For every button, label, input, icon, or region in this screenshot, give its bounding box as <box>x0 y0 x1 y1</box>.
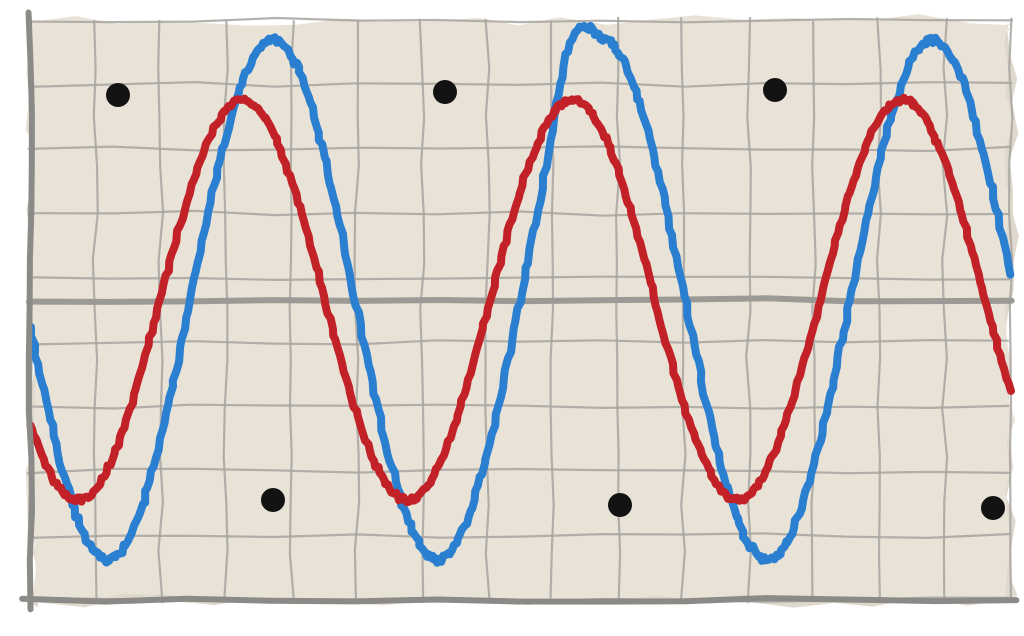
wave-chart <box>0 0 1024 636</box>
intersection-dot <box>261 488 285 512</box>
chart-canvas <box>0 0 1024 636</box>
intersection-dot <box>981 496 1005 520</box>
intersection-dot <box>608 493 632 517</box>
intersection-dot <box>433 80 457 104</box>
intersection-dot <box>106 83 130 107</box>
intersection-dot <box>763 78 787 102</box>
